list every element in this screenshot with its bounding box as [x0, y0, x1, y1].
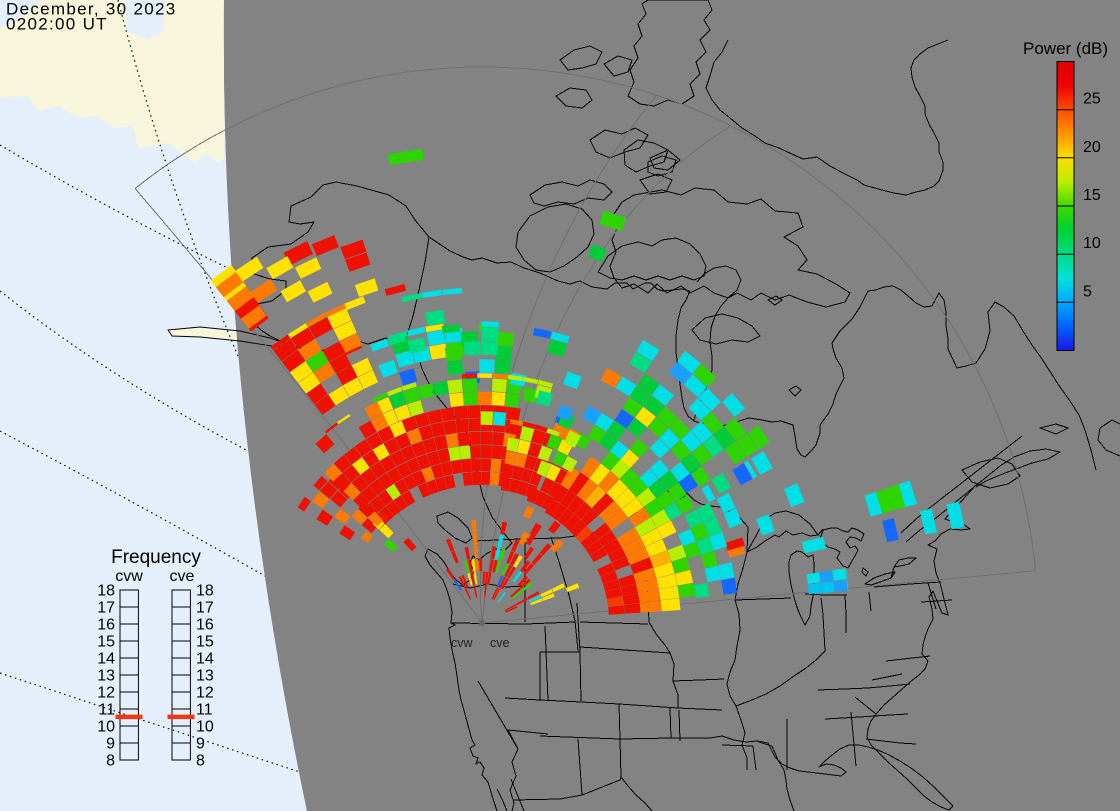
- svg-text:15: 15: [1083, 187, 1101, 204]
- svg-text:25: 25: [1083, 91, 1101, 108]
- svg-text:17: 17: [97, 600, 115, 617]
- svg-text:9: 9: [196, 736, 205, 753]
- svg-text:10: 10: [1083, 235, 1101, 252]
- svg-text:Power (dB): Power (dB): [1023, 39, 1108, 58]
- svg-text:18: 18: [196, 583, 214, 600]
- svg-text:cvw: cvw: [115, 568, 143, 585]
- svg-text:15: 15: [97, 634, 115, 651]
- svg-text:cve: cve: [490, 636, 510, 650]
- svg-text:13: 13: [196, 668, 214, 685]
- svg-text:0202:00 UT: 0202:00 UT: [6, 15, 108, 34]
- svg-text:16: 16: [97, 617, 115, 634]
- svg-text:8: 8: [196, 753, 205, 770]
- svg-text:10: 10: [97, 719, 115, 736]
- svg-text:12: 12: [196, 685, 214, 702]
- svg-text:11: 11: [98, 702, 115, 719]
- svg-text:16: 16: [196, 617, 214, 634]
- svg-text:cve: cve: [170, 568, 195, 585]
- svg-text:13: 13: [97, 668, 115, 685]
- svg-text:10: 10: [196, 719, 214, 736]
- svg-text:5: 5: [1083, 283, 1092, 300]
- svg-text:11: 11: [196, 702, 213, 719]
- svg-text:20: 20: [1083, 139, 1101, 156]
- svg-text:15: 15: [196, 634, 214, 651]
- svg-text:18: 18: [97, 583, 115, 600]
- svg-text:8: 8: [106, 753, 115, 770]
- svg-text:Frequency: Frequency: [111, 547, 201, 568]
- svg-text:December, 30 2023: December, 30 2023: [6, 0, 176, 19]
- svg-text:cvw: cvw: [451, 636, 474, 650]
- svg-text:14: 14: [196, 651, 214, 668]
- svg-text:17: 17: [196, 600, 214, 617]
- svg-text:9: 9: [106, 736, 115, 753]
- svg-text:12: 12: [97, 685, 115, 702]
- svg-text:14: 14: [97, 651, 115, 668]
